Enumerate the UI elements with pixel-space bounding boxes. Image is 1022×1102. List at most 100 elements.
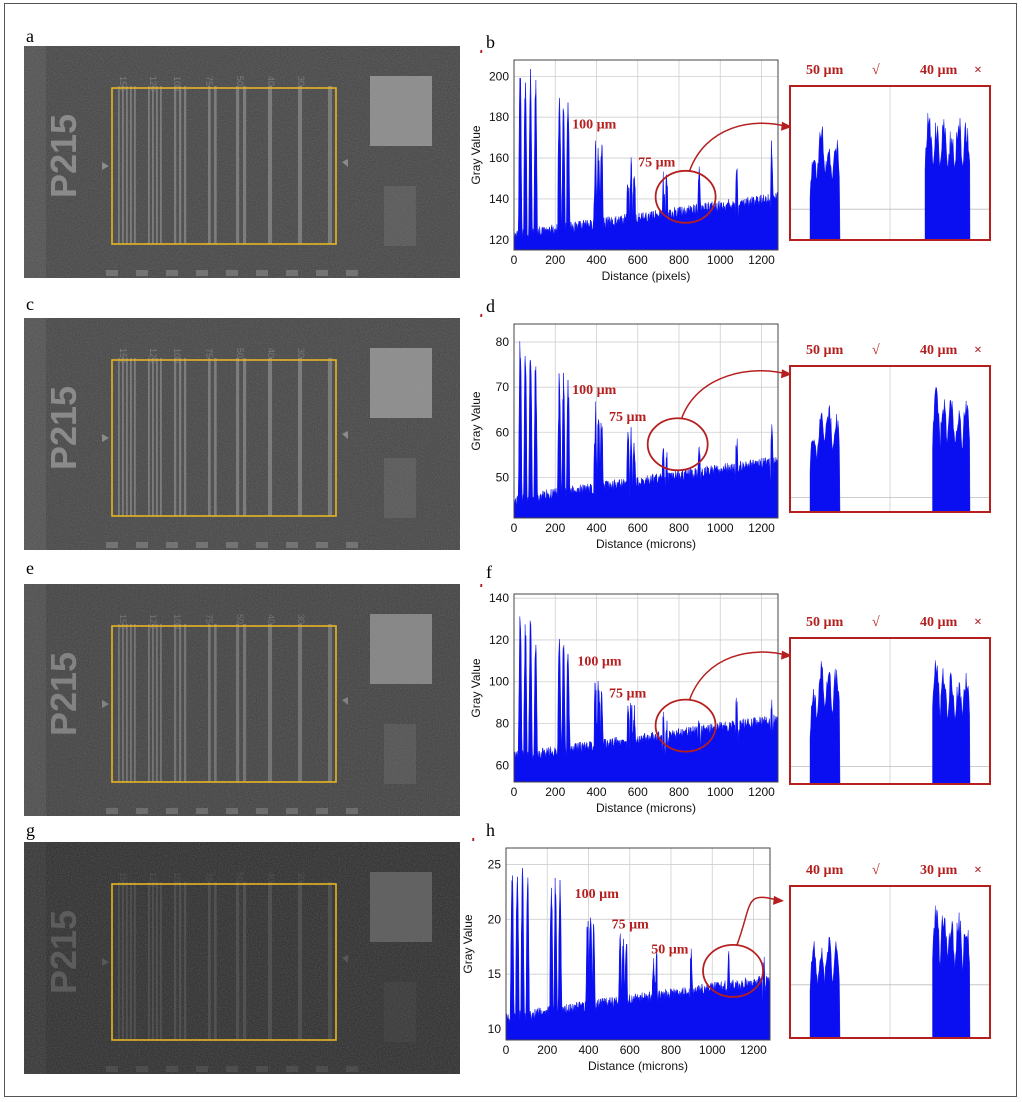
x-tick-label: 0 (503, 1043, 510, 1057)
reference-patch (384, 186, 416, 246)
bottom-tick (136, 270, 148, 276)
inset-right-label: 30 µm (920, 863, 958, 878)
resolution-bar (298, 86, 303, 244)
resolution-annotation: 100 µm (575, 887, 620, 902)
resolution-bar (243, 882, 247, 1040)
bottom-tick (256, 270, 268, 276)
y-tick-label: 50 (496, 470, 510, 484)
highlight-ellipse (702, 943, 764, 998)
y-tick-label: 140 (489, 192, 509, 206)
bar-number-label: 50 (235, 872, 245, 882)
gray-value-profile (513, 69, 779, 251)
resolution-bar (243, 86, 247, 244)
resolution-bar (236, 86, 240, 244)
cross-mark-icon: × (974, 63, 982, 78)
inset-svg: 40 µm √ 30 µm × (789, 863, 991, 1039)
inset-border (789, 637, 991, 785)
bar-number-label: 40 (266, 76, 276, 86)
resolution-bar (126, 882, 128, 1040)
bottom-tick (286, 270, 298, 276)
resolution-bar (134, 882, 136, 1040)
resolution-annotation: 75 µm (612, 918, 650, 933)
bottom-tick (196, 542, 208, 548)
chart-svg: 0 200 400 600 800 1000 1200 10 15 20 25 Distance (m… (454, 838, 784, 1073)
x-tick-label: 0 (511, 253, 518, 267)
resolution-bar (179, 624, 182, 782)
resolution-annotation: 75 µm (609, 410, 647, 425)
y-tick-label: 60 (496, 758, 510, 772)
y-tick-label: 60 (496, 425, 510, 439)
bar-number-label: 30 (296, 348, 306, 358)
zoom-arrowhead-icon (781, 121, 792, 131)
resolution-bar (174, 358, 177, 516)
y-tick-label: 200 (489, 69, 509, 83)
x-axis-label: Distance (microns) (596, 537, 696, 551)
resolution-bar (208, 624, 211, 782)
resolution-bar (214, 358, 217, 516)
chart-svg: 0 200 400 600 800 1000 1200 120 140 160 180 200 Dist… (462, 50, 792, 283)
axes-frame (513, 59, 779, 251)
y-tick-label: 140 (489, 591, 509, 605)
inset-right-peaks (932, 386, 971, 513)
inset-right-label: 40 µm (920, 615, 958, 630)
bottom-tick (196, 270, 208, 276)
resolution-bar (268, 882, 273, 1040)
right-marker-icon (342, 697, 348, 705)
bottom-tick (316, 1066, 328, 1072)
bar-number-label: 50 (235, 348, 245, 358)
zoom-connector (688, 122, 789, 172)
inset-zoom-f: 50 µm √ 40 µm × (780, 608, 1000, 786)
inset-left-label: 50 µm (806, 343, 844, 358)
resolution-bar (268, 358, 273, 516)
panel-label-b: b (486, 32, 495, 52)
resolution-bar (328, 624, 333, 782)
axes-frame (513, 593, 779, 783)
bottom-tick (136, 542, 148, 548)
cross-mark-icon: × (974, 343, 982, 358)
y-tick-label: 15 (488, 967, 502, 981)
check-mark-icon: √ (872, 343, 880, 358)
x-tick-label: 1200 (740, 1043, 767, 1057)
bottom-tick (166, 1066, 178, 1072)
axes-frame (505, 847, 771, 1041)
resolution-bar (268, 624, 273, 782)
bar-number-label: 150 (118, 348, 128, 363)
inset-border (789, 85, 991, 241)
resolution-bar (298, 624, 303, 782)
resolution-bar (184, 624, 187, 782)
y-tick-label: 180 (489, 110, 509, 124)
xray-image-a: 150 120 100 75 50 40 30 P215 (24, 46, 460, 278)
bar-number-label: 30 (296, 872, 306, 882)
bottom-tick (226, 1066, 238, 1072)
resolution-annotation: 50 µm (462, 314, 500, 318)
panel-label-h: h (486, 820, 495, 840)
resolution-bar (126, 358, 128, 516)
x-tick-label: 0 (511, 521, 518, 535)
sample-label: P215 (43, 386, 84, 470)
inset-right-peaks (924, 113, 971, 241)
right-marker-icon (342, 159, 348, 167)
zoom-connector (680, 369, 789, 419)
cross-mark-icon: × (974, 863, 982, 878)
reference-square (370, 614, 432, 684)
xray-svg: 150 120 100 75 50 40 30 P215 (24, 842, 460, 1074)
gray-value-profile (513, 341, 779, 519)
bottom-tick (106, 270, 118, 276)
panel-label-c: c (26, 294, 34, 314)
inset-left-label: 40 µm (806, 863, 844, 878)
resolution-bar (208, 358, 211, 516)
inset-left-peaks (809, 126, 841, 241)
bar-number-label: 120 (148, 872, 158, 887)
panel-label-d: d (486, 296, 495, 316)
profile-chart-d: 0 200 400 600 800 1000 1200 50 60 70 80 Distance (m… (462, 314, 792, 558)
x-tick-label: 1200 (748, 521, 775, 535)
x-tick-label: 0 (511, 785, 518, 799)
left-marker-icon (102, 958, 109, 966)
resolution-bar (160, 358, 162, 516)
bar-number-label: 40 (266, 614, 276, 624)
x-tick-label: 1000 (699, 1043, 726, 1057)
cross-mark-icon: × (974, 615, 982, 630)
x-tick-label: 800 (661, 1043, 681, 1057)
resolution-bar (268, 86, 273, 244)
sample-label: P215 (43, 910, 84, 994)
